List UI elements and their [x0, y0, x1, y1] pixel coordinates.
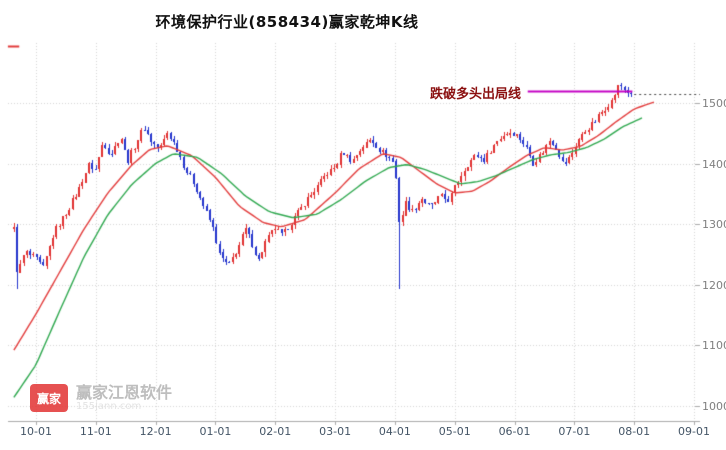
y-tick-label: 1200	[702, 278, 726, 292]
y-tick-label: 1500	[702, 97, 726, 111]
x-tick-label: 12-01	[139, 425, 172, 438]
y-tick-label: 1000	[702, 399, 726, 413]
x-tick-label: 04-01	[378, 425, 411, 438]
y-tick-label: 1300	[702, 218, 726, 232]
x-tick-label: 07-01	[558, 425, 591, 438]
x-tick-label: 05-01	[438, 425, 471, 438]
x-tick-label: 10-01	[20, 425, 52, 438]
y-tick-label: 1400	[702, 157, 726, 171]
x-tick-label: 08-01	[618, 425, 651, 438]
x-tick-label: 02-01	[259, 425, 292, 438]
annotation-exit-line-label: 跌破多头出局线	[429, 87, 521, 102]
chart-title: 环境保护行业(858434)赢家乾坤K线	[155, 13, 419, 31]
x-tick-label: 01-01	[199, 425, 232, 438]
x-tick-label: 03-01	[319, 425, 352, 438]
x-tick-label: 06-01	[498, 425, 531, 438]
x-tick-label: 09-01	[678, 425, 710, 438]
x-tick-label: 11-01	[79, 425, 112, 438]
